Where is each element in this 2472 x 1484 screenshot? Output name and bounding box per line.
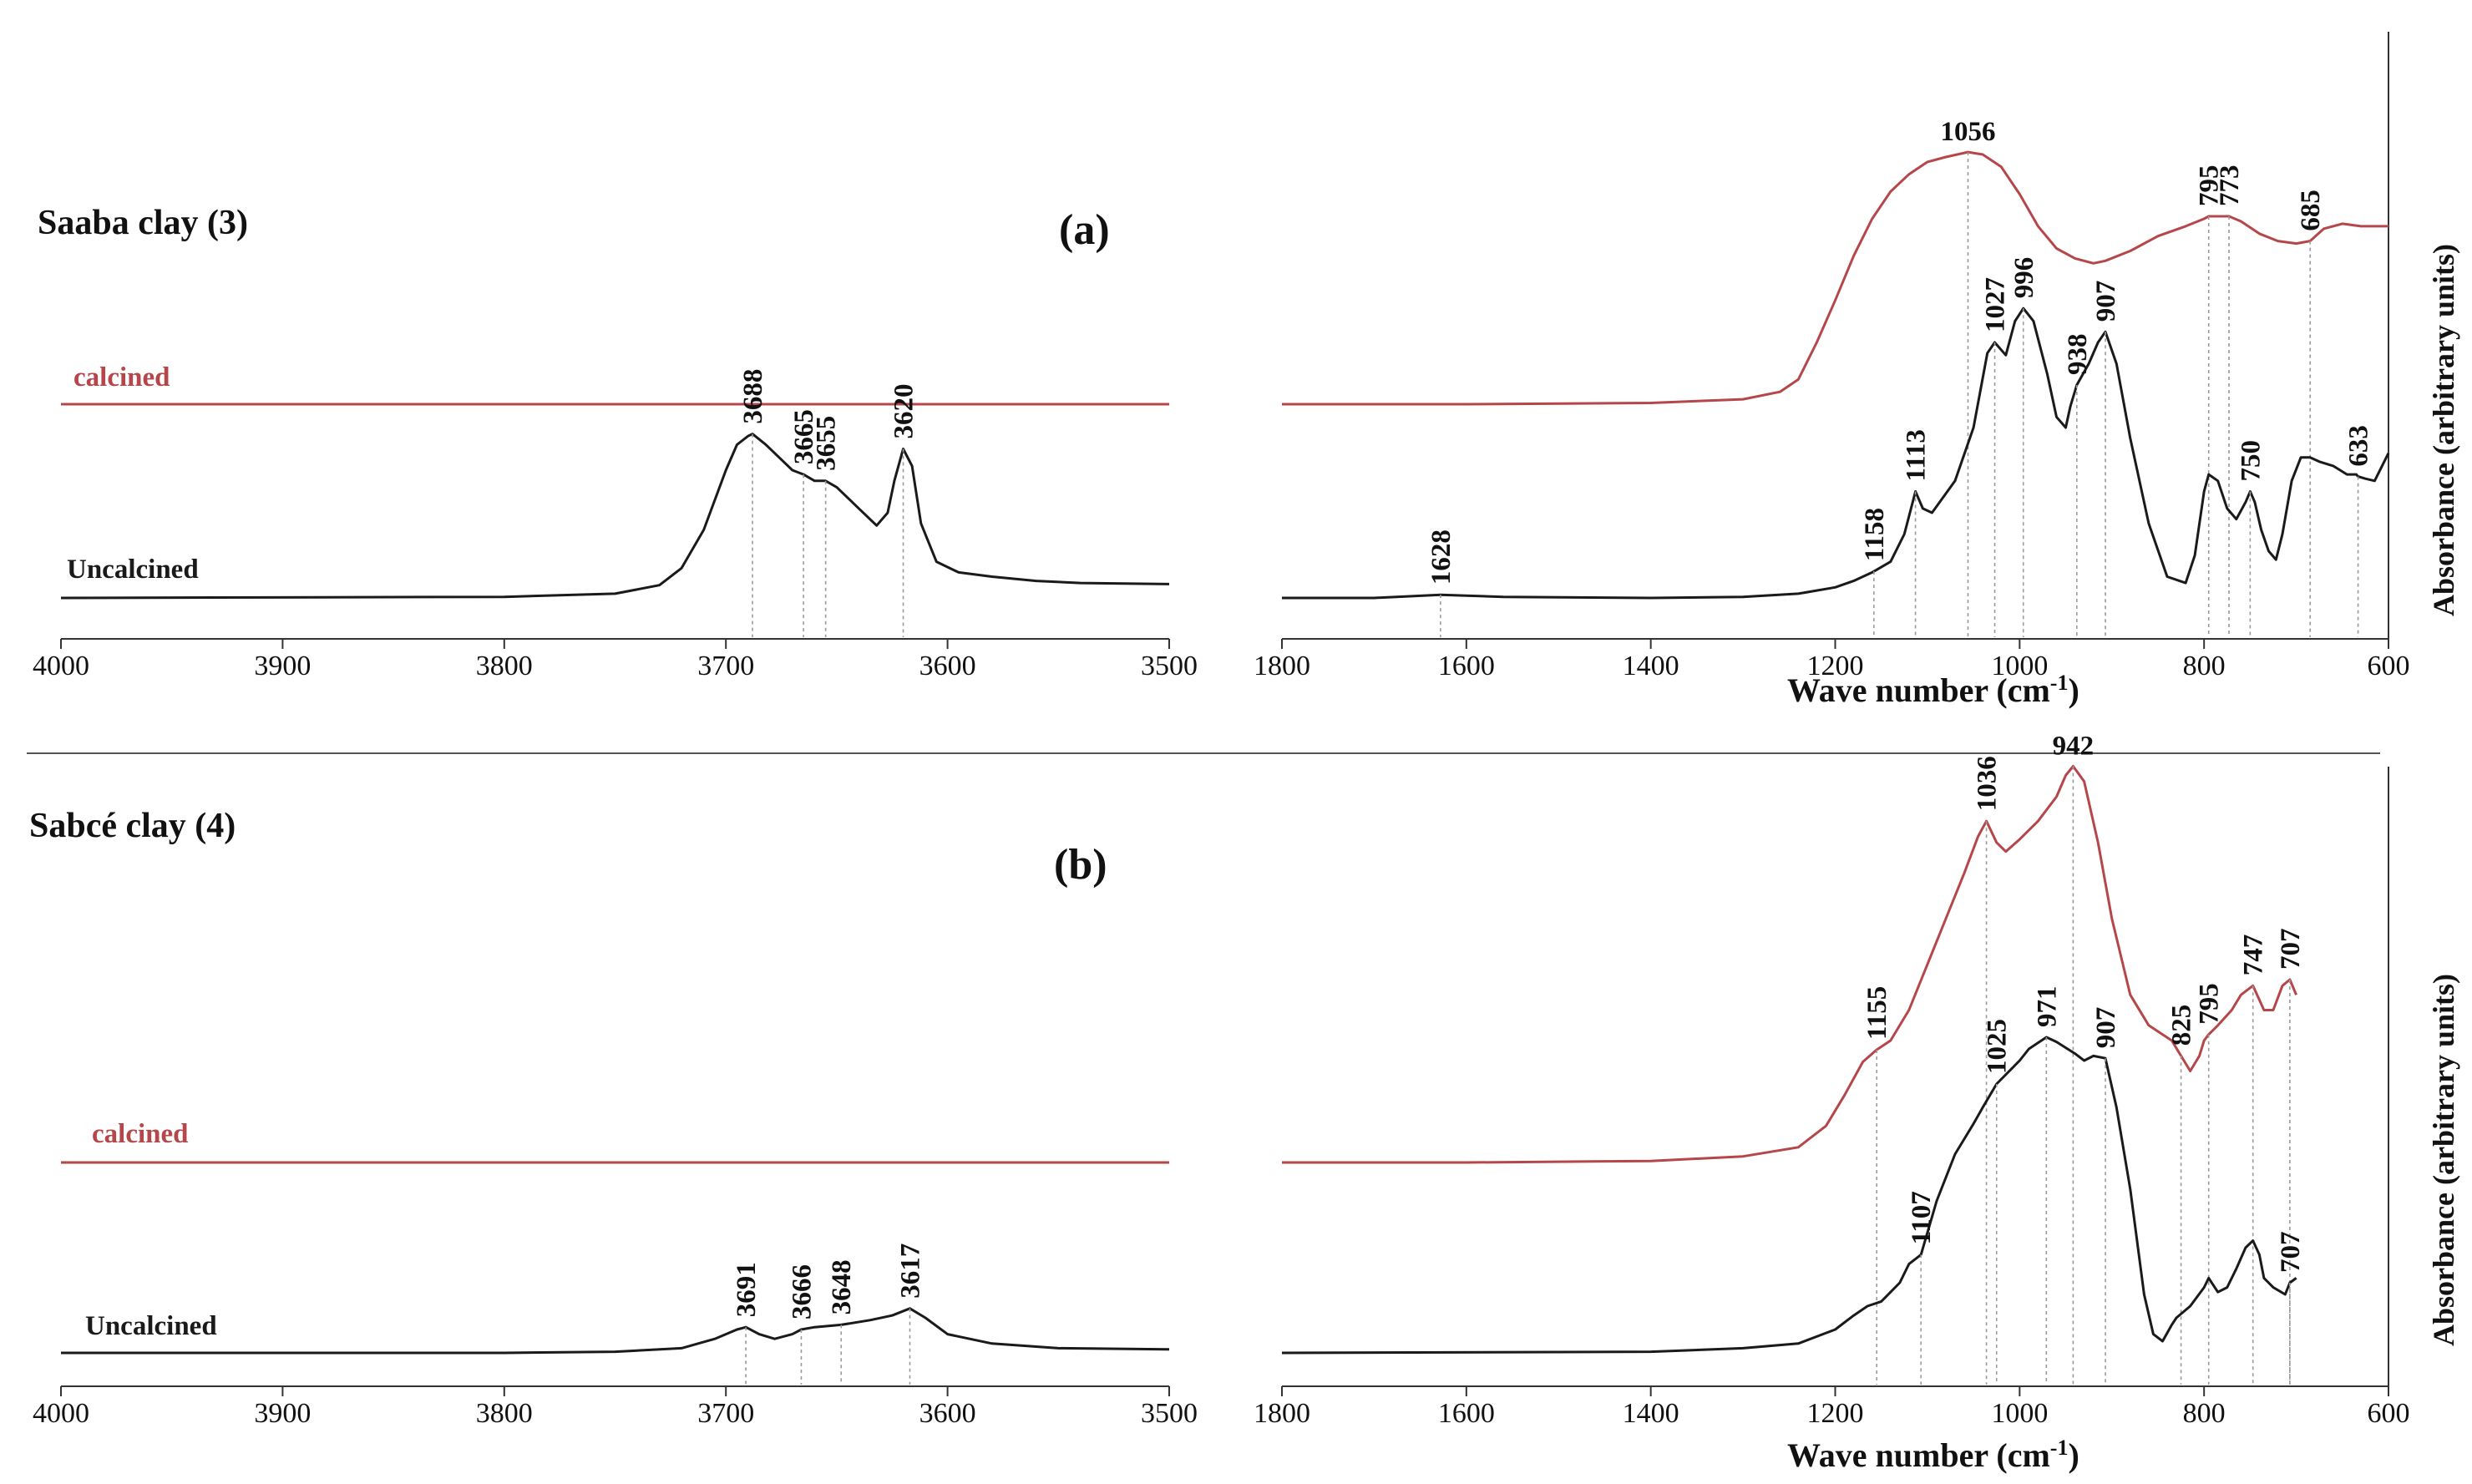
panel-a-right-tick-label: 1200	[1807, 651, 1864, 681]
panel-a-uncalcined-peak-label: 1113	[1902, 429, 1932, 481]
panel-b-uncalcined-peak-label: 3666	[787, 1264, 817, 1319]
panel-a-uncalcined-peak-label: 3655	[812, 416, 842, 471]
panel-a-left-tick-label: 3500	[1141, 651, 1198, 681]
panel-a-ylabel: Absorbance (arbitrary units)	[2427, 244, 2460, 616]
panel-a-uncalcined-peak-label: 3620	[889, 384, 919, 439]
panel-a-calcined-peak-label: 773	[2215, 165, 2245, 207]
panel-b-right-tick-label: 1200	[1807, 1398, 1864, 1429]
panel-b-title: Sabcé clay (4)	[29, 807, 236, 845]
panel-b-letter: (b)	[1054, 841, 1107, 889]
panel-b-left-tick-label: 3700	[697, 1398, 754, 1429]
panel-b-ylabel: Absorbance (arbitrary units)	[2427, 974, 2460, 1346]
panel-b-calcined-label: calcined	[92, 1119, 188, 1149]
panel-b-uncalcined-peak-label: 707	[2276, 1232, 2306, 1274]
panel-b-right-tick-label: 600	[2368, 1398, 2410, 1429]
panel-a-right-tick-label: 1000	[1991, 651, 2048, 681]
panel-a-uncalcined-peak-label: 3688	[738, 369, 768, 424]
panel-a-uncalcined-peak-label: 3665	[789, 409, 819, 464]
panel-a-uncalcined-label: Uncalcined	[67, 555, 199, 585]
panel-a-calcined-peak-label: 795	[2195, 165, 2225, 207]
panel-b-plot: 4000 3900 3800 3700 3600 3500 1800 1600 1400 1200…	[33, 732, 2410, 1430]
panel-a-uncalcined-peak-label: 996	[2009, 257, 2039, 299]
panel-b-calcined-peak-label: 825	[2167, 1005, 2197, 1046]
panel-a-uncalcined-peak-label: 1158	[1860, 508, 1890, 561]
panel-b-uncalcined-peak-label: 3691	[732, 1262, 762, 1317]
panel-b-calcined-right-line	[1282, 765, 2297, 1164]
panel-b-right-tick-label: 1800	[1254, 1398, 1310, 1429]
panel-b-uncalcined-peak-label: 971	[2032, 986, 2062, 1028]
panel-b-uncalcined-peak-label: 907	[2091, 1007, 2121, 1049]
panel-a-xlabel: Wave number (cm-1)	[1787, 671, 2079, 709]
panel-b-uncalcined-peak-label: 3617	[895, 1243, 925, 1299]
panel-a-uncalcined-peak-label: 633	[2344, 425, 2374, 467]
panel-a-uncalcined-right-line	[1282, 306, 2390, 600]
panel-a-letter: (a)	[1059, 206, 1110, 254]
panel-b-left-tick-label: 3800	[476, 1398, 533, 1429]
panel-b-left-tick-label: 3500	[1141, 1398, 1198, 1429]
panel-a-uncalcined-peak-label: 938	[2063, 334, 2093, 376]
panel-a-left-tick-label: 4000	[33, 651, 89, 681]
panel-b-right-tick-label: 1000	[1991, 1398, 2048, 1429]
panel-a-calcined-peak-label: 685	[2296, 190, 2326, 231]
panel-a-calcined-label: calcined	[73, 362, 170, 393]
panel-a-uncalcined-left-line	[60, 433, 1170, 600]
panel-a-left-tick-label: 3800	[476, 651, 533, 681]
panel-b-uncalcined-label: Uncalcined	[85, 1311, 217, 1341]
panel-b-calcined-peak-label: 942	[2053, 732, 2095, 762]
panel-a-left-tick-label: 3700	[697, 651, 754, 681]
panel-b-right-tick-label: 1600	[1438, 1398, 1495, 1429]
panel-b-calcined-peak-label: 747	[2239, 934, 2269, 976]
panel-b-left-tick-label: 3900	[254, 1398, 311, 1429]
panel-b-calcined-peak-label: 1036	[1973, 756, 2003, 811]
panel-a-uncalcined-peak-label: 750	[2236, 440, 2266, 482]
panel-a-uncalcined-peak-label: 1628	[1426, 529, 1456, 585]
panel-b-calcined-peak-label: 795	[2195, 983, 2225, 1025]
panel-b-right-tick-label: 800	[2183, 1398, 2226, 1429]
panel-b-right-tick-label: 1400	[1623, 1398, 1679, 1429]
panel-b-uncalcined-right-line	[1281, 1036, 2297, 1355]
panel-a-left-tick-label: 3900	[254, 651, 311, 681]
panel-a-right-tick-label: 600	[2368, 651, 2410, 681]
panel-a-plot: 4000 3900 3800 3700 3600 3500 1800 1600 1400 1200…	[33, 32, 2410, 681]
panel-b-uncalcined-peak-label: 3648	[827, 1259, 857, 1314]
panel-b-calcined-peak-label: 707	[2276, 929, 2306, 970]
panel-a-right-tick-label: 1600	[1438, 651, 1495, 681]
panel-a-uncalcined-peak-label: 1027	[1981, 277, 2011, 332]
panel-a-uncalcined-peak-label: 907	[2091, 281, 2121, 322]
panel-a-title: Saaba clay (3)	[38, 204, 248, 242]
panel-a-calcined-right-line	[1282, 150, 2388, 406]
panel-b-uncalcined-peak-label: 1107	[1907, 1191, 1937, 1244]
panel-b-xlabel: Wave number (cm-1)	[1787, 1436, 2079, 1474]
panel-a-right-tick-label: 1800	[1254, 651, 1310, 681]
panel-a-right-tick-label: 800	[2183, 651, 2226, 681]
panel-a-right-tick-label: 1400	[1623, 651, 1679, 681]
panel-b-calcined-peak-label: 1155	[1862, 986, 1892, 1040]
panel-a-calcined-peak-label: 1056	[1941, 117, 1996, 147]
panel-b-left-tick-label: 4000	[33, 1398, 89, 1429]
panel-b-left-tick-label: 3600	[919, 1398, 976, 1429]
panel-a-left-tick-label: 3600	[919, 651, 976, 681]
panel-b-uncalcined-peak-label: 1025	[1983, 1019, 2013, 1074]
